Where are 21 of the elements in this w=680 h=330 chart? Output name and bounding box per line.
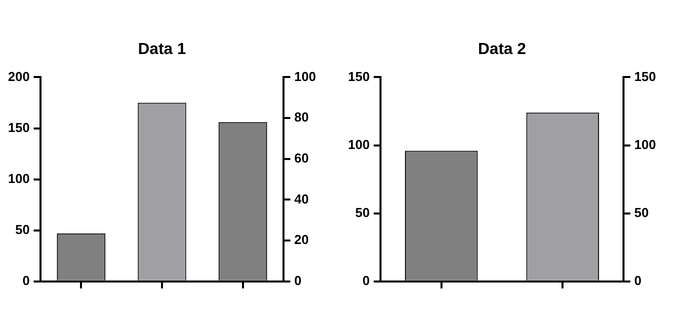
y-tick-label: 100: [8, 170, 30, 186]
chart-title: Data 1: [138, 41, 186, 58]
y-tick-label: 50: [15, 222, 30, 237]
y-tick-label: 100: [348, 136, 370, 152]
y-tick-label: 200: [8, 68, 30, 84]
y2-tick-label: 0: [634, 272, 642, 288]
y2-tick-label: 20: [294, 232, 309, 248]
y2-tick-label: 60: [294, 150, 309, 166]
y2-tick-label: 80: [294, 110, 309, 125]
y2-tick-label: 150: [634, 68, 656, 84]
y2-tick-label: 100: [294, 68, 316, 84]
y-tick-label: 0: [362, 272, 370, 288]
y-tick-label: 150: [8, 120, 30, 135]
y2-tick-label: 100: [634, 136, 656, 152]
y-tick-label: 0: [22, 272, 30, 288]
y2-tick-label: 0: [294, 272, 302, 288]
y-tick-label: 150: [348, 68, 370, 84]
y2-tick-label: 40: [294, 191, 309, 206]
y-tick-label: 50: [355, 204, 370, 220]
chart-title: Data 2: [478, 41, 526, 58]
y2-tick-label: 50: [634, 204, 649, 220]
